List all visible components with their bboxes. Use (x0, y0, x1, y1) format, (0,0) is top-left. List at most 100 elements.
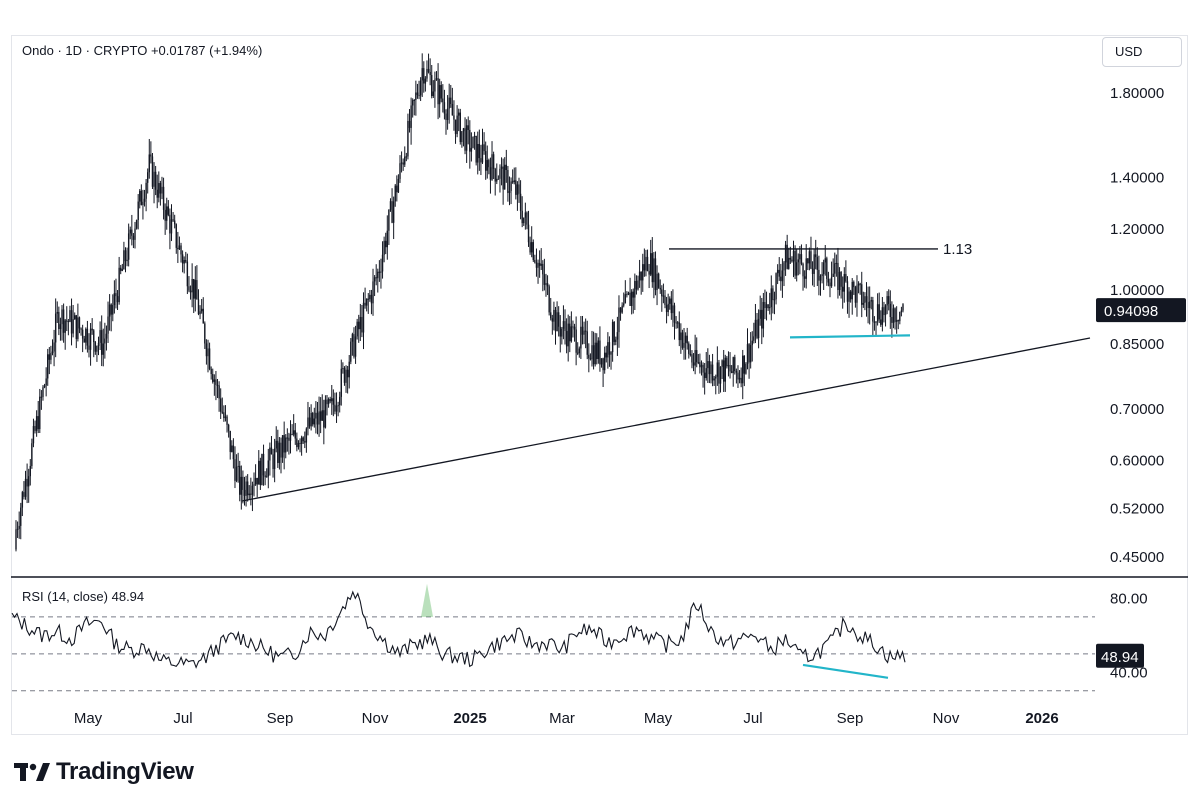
candle-body (475, 135, 477, 163)
candle-body (388, 209, 390, 231)
candle-body (653, 258, 655, 283)
candle-body (740, 377, 742, 384)
candle-body (377, 271, 379, 279)
symbol-name[interactable]: Ondo (22, 43, 54, 58)
candle-body (142, 201, 144, 205)
candle-body (681, 332, 684, 348)
candle-body (665, 305, 668, 313)
candle-body (342, 368, 344, 370)
candle-body (85, 328, 87, 343)
candle-body (716, 362, 719, 377)
currency-button[interactable]: USD (1102, 37, 1182, 67)
cyan-support-line[interactable] (789, 334, 911, 339)
candle-body (769, 307, 771, 309)
candle-body (849, 291, 852, 300)
candle-body (456, 115, 458, 135)
candle-body (761, 309, 763, 329)
candle-body (670, 298, 673, 314)
candle-body (391, 201, 393, 223)
price-axis[interactable]: 1.80000 1.40000 1.20000 1.00000 0.85000 0.700… (1110, 85, 1164, 566)
candle-body (597, 340, 600, 360)
candle-body (696, 350, 698, 363)
candle-body (721, 360, 723, 367)
candle-body (737, 372, 739, 380)
rising-support-trendline[interactable] (241, 337, 1091, 502)
candle-body (246, 481, 249, 496)
header-sep: · (57, 43, 62, 58)
candle-body (381, 254, 384, 272)
candle-body (645, 256, 647, 271)
candle-body (746, 344, 749, 364)
tradingview-logo[interactable]: TradingView (14, 758, 194, 786)
candle-body (803, 276, 806, 279)
candle-body (173, 220, 176, 225)
candle-body (465, 125, 468, 151)
candle-body (453, 115, 455, 120)
candle-body (304, 441, 306, 443)
candle-body (643, 264, 646, 271)
candle-body (89, 328, 92, 350)
candle-body (478, 143, 481, 159)
candle-body (505, 164, 508, 170)
candle-body (437, 78, 439, 105)
candle-body (795, 262, 798, 276)
candle-body (69, 310, 71, 322)
candle-body (672, 305, 674, 314)
candle-body (557, 312, 560, 327)
candle-body (159, 183, 162, 194)
time-tick: Jul (173, 710, 192, 727)
candle-body (216, 384, 219, 386)
price-tick: 0.70000 (1110, 401, 1164, 418)
candle-body (481, 144, 484, 163)
candle-body (489, 167, 492, 180)
candle-body (169, 214, 171, 234)
rsi-panel (11, 583, 1095, 692)
candle-body (27, 476, 30, 487)
interval[interactable]: 1D (65, 43, 83, 58)
candle-body (267, 460, 269, 477)
candle-body (442, 98, 444, 103)
rsi-axis: 80.00 40.00 (1110, 590, 1148, 681)
candle-body (20, 507, 22, 526)
candle-body (385, 240, 387, 248)
candle-body (105, 333, 108, 339)
candle-body (676, 322, 679, 324)
candle-body (245, 481, 247, 496)
candle-body (640, 271, 642, 281)
candle-body (286, 437, 289, 439)
candle-body (426, 68, 428, 79)
candle-body (535, 262, 538, 268)
candle-body (864, 296, 866, 303)
candle-body (208, 348, 211, 369)
candle-body (745, 363, 747, 374)
candle-body (742, 355, 744, 384)
candle-body (897, 320, 899, 322)
candle-body (870, 300, 872, 302)
candle-body (732, 357, 734, 373)
time-axis[interactable]: May Jul Sep Nov 2025 Mar May Jul Sep Nov 2026 (74, 710, 1059, 727)
candle-body (350, 341, 352, 362)
candle-body (632, 291, 634, 298)
candle-body (669, 298, 671, 304)
rsi-title[interactable]: RSI (14, close) (22, 589, 108, 604)
candles (15, 53, 904, 552)
candle-body (396, 185, 398, 193)
candle-body (313, 418, 316, 425)
candle-body (207, 348, 209, 357)
candle-body (743, 355, 746, 374)
candle-body (153, 171, 155, 187)
candle-body (729, 365, 731, 372)
candle-body (215, 379, 217, 385)
rsi-divergence-line[interactable] (802, 663, 889, 679)
candle-body (231, 445, 233, 452)
candle-body (83, 338, 85, 343)
candle-body (289, 433, 292, 441)
candle-body (77, 317, 79, 339)
candle-body (389, 201, 392, 210)
candle-body (507, 169, 509, 194)
candle-body (854, 287, 857, 303)
candle-body (596, 342, 598, 360)
candle-body (237, 465, 239, 467)
candle-body (730, 371, 733, 373)
